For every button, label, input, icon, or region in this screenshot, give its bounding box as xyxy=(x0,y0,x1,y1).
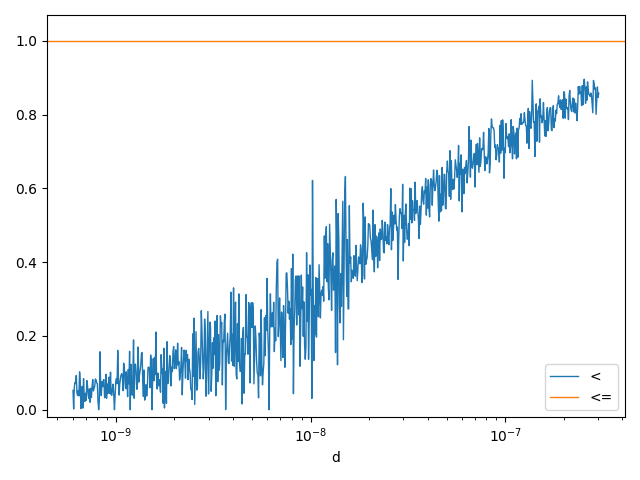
< xyxy=(69,387,77,393)
< xyxy=(375,230,383,236)
Line: <: < xyxy=(73,79,598,410)
< xyxy=(389,238,397,243)
< xyxy=(580,76,588,82)
< xyxy=(95,407,102,413)
< xyxy=(404,220,412,226)
< xyxy=(468,165,476,171)
< xyxy=(595,90,602,96)
< xyxy=(102,372,109,377)
Legend: <, <=: <, <= xyxy=(545,364,618,410)
< xyxy=(522,123,530,129)
X-axis label: d: d xyxy=(332,451,340,465)
